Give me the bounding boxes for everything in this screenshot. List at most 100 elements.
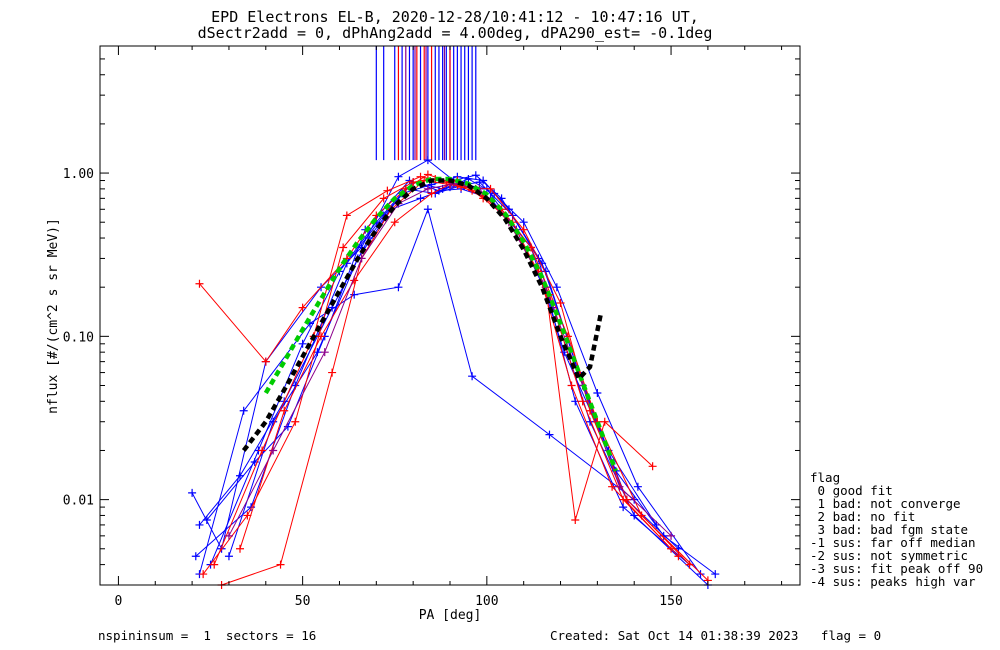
data-point — [571, 516, 580, 525]
data-point — [593, 388, 602, 397]
data-point — [390, 218, 399, 227]
x-tick-label: 50 — [295, 594, 311, 609]
data-point — [711, 570, 720, 579]
data-point — [342, 211, 351, 220]
x-tick-label: 100 — [475, 594, 498, 609]
legend-item: -4 sus: peaks high var — [810, 574, 976, 589]
legend-item: -1 sus: far off median — [810, 535, 976, 550]
data-point — [224, 552, 233, 561]
data-point — [619, 503, 628, 512]
data-point — [269, 446, 278, 455]
data-series — [188, 156, 720, 589]
legend-item: 1 bad: not converge — [810, 496, 961, 511]
data-point — [615, 482, 624, 491]
x-axis-label: PA [deg] — [419, 608, 482, 623]
data-point — [578, 397, 587, 406]
y-tick-label: 0.10 — [63, 330, 94, 345]
footer-left: nspininsum = 1 sectors = 16 — [98, 628, 316, 643]
data-point — [423, 184, 432, 193]
series-line — [228, 183, 672, 537]
data-point — [394, 172, 403, 181]
data-point — [236, 471, 244, 480]
legend-item: -3 sus: fit peak off 90 — [810, 561, 983, 576]
data-point — [383, 186, 392, 195]
series-line — [199, 176, 679, 550]
data-point — [379, 194, 388, 203]
data-point — [423, 156, 432, 165]
x-tick-label: 0 — [115, 594, 123, 609]
data-point — [567, 381, 576, 390]
data-point — [339, 243, 348, 252]
x-tick-label: 150 — [659, 594, 682, 609]
series-line — [199, 173, 653, 521]
legend-item: 2 bad: no fit — [810, 509, 915, 524]
data-point — [261, 357, 270, 366]
vertical-lines — [375, 46, 477, 161]
y-axis-label: nflux [#/(cm^2 s sr MeV)] — [46, 218, 61, 414]
series-line — [202, 178, 690, 575]
data-point — [696, 570, 705, 579]
legend-item: 3 bad: bad fgm state — [810, 522, 968, 537]
data-point — [479, 176, 488, 185]
data-point — [486, 184, 495, 193]
data-point — [468, 372, 477, 381]
data-point — [423, 170, 432, 179]
model-curve — [241, 178, 604, 452]
y-tick-label: 0.01 — [63, 494, 94, 509]
chart-title: EPD Electrons EL-B, 2020-12-28/10:41:12 … — [211, 8, 699, 26]
data-point — [199, 570, 208, 579]
legend-item: -2 sus: not symmetric — [810, 548, 968, 563]
data-point — [328, 368, 337, 377]
data-point — [608, 482, 617, 491]
data-point — [394, 283, 403, 292]
data-point — [633, 482, 642, 491]
legend-title: flag — [810, 470, 840, 485]
data-point — [195, 520, 204, 529]
data-point — [298, 339, 307, 348]
data-point — [195, 279, 204, 288]
flag-legend: flag 0 good fit 1 bad: not converge 2 ba… — [810, 470, 983, 589]
data-point — [210, 560, 219, 569]
data-point — [552, 283, 561, 292]
chart-subtitle: dSectr2add = 0, dPhAng2add = 4.00deg, dP… — [198, 24, 713, 42]
data-point — [202, 516, 211, 525]
data-point — [427, 189, 436, 198]
data-point — [291, 417, 300, 426]
y-tick-label: 1.00 — [63, 167, 94, 182]
data-point — [471, 171, 480, 180]
data-point — [243, 511, 252, 520]
data-point — [416, 194, 425, 203]
data-point — [556, 299, 565, 308]
series-line — [195, 178, 701, 575]
data-point — [674, 552, 683, 561]
data-point — [667, 531, 676, 540]
data-point — [191, 552, 200, 561]
data-point — [276, 560, 285, 569]
data-point — [475, 178, 484, 187]
data-point — [350, 290, 359, 299]
legend-item: 0 good fit — [810, 483, 893, 498]
footer-right: Created: Sat Oct 14 01:38:39 2023 flag =… — [550, 628, 881, 643]
series-line — [191, 159, 690, 565]
data-point — [519, 225, 528, 234]
data-point — [320, 348, 329, 357]
x-axis-ticks: 0 50 100 150 — [115, 46, 783, 609]
data-point — [224, 531, 233, 540]
data-point — [619, 495, 628, 504]
series-line — [239, 179, 679, 557]
data-point — [416, 172, 425, 181]
data-point — [423, 205, 432, 214]
data-point — [269, 417, 278, 426]
data-point — [239, 406, 248, 415]
y-axis-ticks: 0.01 0.10 1.00 — [63, 45, 800, 586]
data-point — [188, 488, 197, 497]
data-point — [545, 430, 554, 439]
data-point — [317, 332, 326, 341]
data-point — [280, 406, 289, 415]
data-point — [630, 511, 639, 520]
data-point — [298, 303, 307, 312]
series-line — [210, 184, 709, 586]
data-point — [258, 446, 267, 455]
data-point — [236, 544, 244, 553]
